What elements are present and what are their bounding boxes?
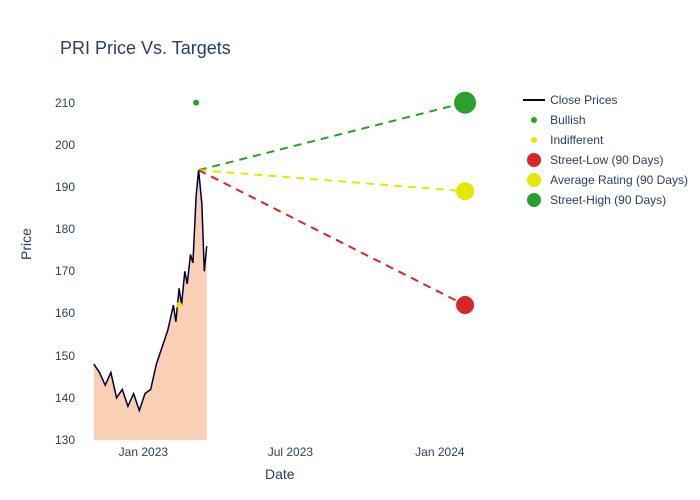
average-marker — [456, 182, 474, 200]
y-tick: 130 — [45, 433, 75, 447]
average-line — [199, 170, 465, 191]
y-tick: 150 — [45, 349, 75, 363]
x-tick: Jul 2023 — [268, 445, 313, 459]
legend-item-bullish[interactable]: Bullish — [523, 110, 688, 130]
legend-swatch — [527, 173, 541, 187]
close-area — [94, 170, 207, 440]
y-tick: 190 — [45, 180, 75, 194]
y-tick: 180 — [45, 222, 75, 236]
y-tick: 200 — [45, 138, 75, 152]
legend-label: Street-High (90 Days) — [550, 193, 666, 207]
legend-item-street_high[interactable]: Street-High (90 Days) — [523, 190, 688, 210]
legend-item-street_low[interactable]: Street-Low (90 Days) — [523, 150, 688, 170]
legend-item-average[interactable]: Average Rating (90 Days) — [523, 170, 688, 190]
indifferent-marker — [176, 302, 182, 308]
street_high-marker — [454, 92, 476, 114]
chart-svg — [80, 90, 500, 440]
street_low-marker — [456, 296, 474, 314]
legend-swatch — [527, 153, 541, 167]
legend-label: Bullish — [550, 113, 585, 127]
legend-swatch — [523, 99, 545, 101]
legend-swatch — [527, 193, 541, 207]
street_high-line — [199, 103, 465, 170]
x-axis-label: Date — [265, 466, 295, 482]
y-tick: 170 — [45, 264, 75, 278]
legend-label: Average Rating (90 Days) — [550, 173, 688, 187]
legend-label: Indifferent — [550, 133, 603, 147]
street_low-line — [199, 170, 465, 305]
legend-swatch — [531, 117, 537, 123]
y-tick: 210 — [45, 96, 75, 110]
legend-label: Close Prices — [550, 93, 617, 107]
plot-area: 130140150160170180190200210Jan 2023Jul 2… — [80, 90, 500, 440]
bullish-marker — [193, 100, 199, 106]
legend-swatch — [531, 137, 537, 143]
x-tick: Jan 2023 — [119, 445, 168, 459]
legend-label: Street-Low (90 Days) — [550, 153, 663, 167]
y-tick: 140 — [45, 391, 75, 405]
legend: Close Prices Bullish Indifferent Street-Low… — [523, 90, 688, 210]
y-tick: 160 — [45, 306, 75, 320]
x-tick: Jan 2024 — [415, 445, 464, 459]
legend-item-indifferent[interactable]: Indifferent — [523, 130, 688, 150]
legend-item-close_prices[interactable]: Close Prices — [523, 90, 688, 110]
chart-title: PRI Price Vs. Targets — [60, 38, 231, 59]
y-axis-label: Price — [18, 228, 34, 260]
